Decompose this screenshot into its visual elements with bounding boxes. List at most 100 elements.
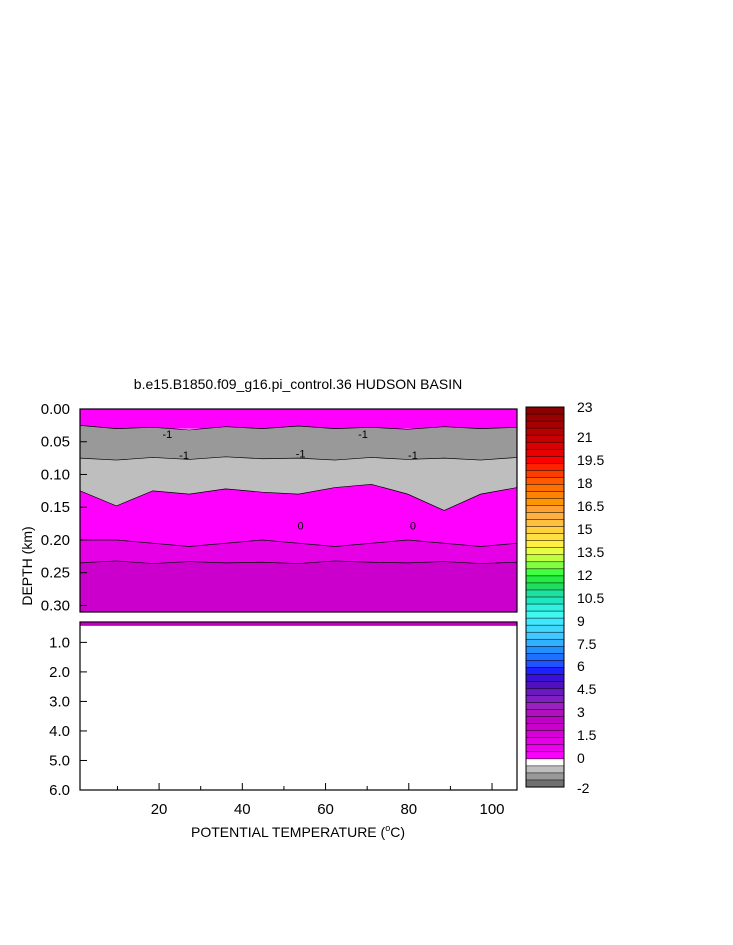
colorbar-box-19 — [525, 540, 565, 549]
upper-y-tick-label-1: 0.05 — [41, 434, 70, 451]
colorbar-box-7 — [525, 456, 565, 464]
band-0 — [80, 425, 517, 461]
colorbar-box-13 — [525, 498, 565, 507]
contour-label-0: -1 — [163, 429, 173, 441]
upper-panel-frame — [79, 408, 518, 613]
colorbar-label-4: 16.5 — [577, 498, 604, 514]
colorbar-label-9: 9 — [577, 613, 585, 629]
contour-label-1: -1 — [358, 429, 368, 441]
chart-title: b.e15.B1850.f09_g16.pi_control.36 HUDSON… — [134, 376, 462, 392]
upper-panel-contours — [79, 425, 518, 564]
colorbar-box-10 — [525, 477, 565, 485]
contour-label-6: 0 — [410, 521, 416, 533]
colorbar-box-51 — [525, 765, 565, 774]
band-2 — [80, 484, 517, 547]
colorbar-box-0 — [525, 406, 565, 415]
upper-y-tick-label-5: 0.25 — [41, 565, 70, 582]
colorbar-box-47 — [525, 737, 565, 746]
colorbar-box-53 — [525, 779, 565, 788]
colorbar-box-29 — [525, 610, 565, 619]
colorbar-box-27 — [525, 596, 565, 605]
x-axis: 20 40 60 80 100 — [116, 783, 505, 818]
colorbar-label-2: 19.5 — [577, 452, 604, 468]
colorbar-box-16 — [525, 519, 565, 528]
upper-panel-contour-labels: -1 -1 -1 -1 -1 0 0 — [163, 429, 418, 533]
colorbar-box-45 — [525, 723, 565, 732]
colorbar-box-25 — [525, 582, 565, 591]
colorbar-label-13: 3 — [577, 704, 585, 720]
colorbar-box-37 — [525, 667, 565, 675]
lower-panel-background — [80, 622, 517, 790]
colorbar-box-24 — [525, 575, 565, 584]
colorbar-label-16: -2 — [577, 780, 590, 796]
contour-line-3 — [80, 539, 518, 547]
colorbar-label-0: 23 — [577, 399, 593, 415]
colorbar-box-38 — [525, 674, 565, 682]
upper-y-axis: 0.00 0.05 0.10 0.15 0.20 0.25 0.30 — [41, 401, 87, 614]
lower-y-tick-label-5: 6.0 — [49, 782, 70, 799]
lower-y-tick-label-1: 2.0 — [49, 664, 70, 681]
colorbar-box-4 — [525, 434, 565, 443]
x-axis-label-main: POTENTIAL TEMPERATURE ( — [191, 824, 386, 840]
upper-panel: -1 -1 -1 -1 -1 0 0 0.00 0.05 0.10 0.15 0.20 0.25 0.3… — [41, 401, 518, 614]
colorbar-box-35 — [525, 653, 565, 661]
colorbar-box-50 — [525, 758, 565, 767]
colorbar-box-43 — [525, 709, 565, 718]
colorbar-box-44 — [525, 716, 565, 725]
colorbar-label-15: 0 — [577, 750, 585, 766]
upper-y-tick-label-0: 0.00 — [41, 401, 70, 418]
colorbar-labels: 23 21 19.5 18 16.5 15 13.5 12 10.5 9 7.5 6 4.5 3 1.5 0 -… — [577, 399, 604, 796]
lower-y-tick-label-2: 3.0 — [49, 693, 70, 710]
colorbar-label-5: 15 — [577, 521, 593, 537]
colorbar-box-12 — [525, 491, 565, 500]
colorbar-box-48 — [525, 744, 565, 753]
colorbar-label-1: 21 — [577, 429, 593, 445]
x-tick-label-1: 40 — [234, 801, 251, 818]
contour-line-4 — [79, 560, 518, 564]
contour-label-4: -1 — [408, 450, 418, 462]
colorbar-box-9 — [525, 470, 565, 478]
x-axis-label-end: C) — [390, 824, 405, 840]
colorbar-frame — [525, 406, 565, 788]
colorbar-box-11 — [525, 484, 565, 492]
colorbar-box-33 — [525, 638, 565, 647]
contour-line-1 — [79, 456, 518, 461]
upper-y-tick-label-3: 0.15 — [41, 499, 70, 516]
colorbar-box-36 — [525, 660, 565, 668]
band-3 — [80, 539, 517, 564]
colorbar — [525, 406, 565, 788]
colorbar-box-14 — [525, 505, 565, 514]
colorbar-box-34 — [525, 646, 565, 654]
x-tick-label-3: 80 — [400, 801, 417, 818]
colorbar-label-3: 18 — [577, 475, 593, 491]
lower-y-tick-label-4: 5.0 — [49, 752, 70, 769]
lower-y-axis: 1.0 2.0 3.0 4.0 5.0 6.0 — [49, 634, 87, 799]
colorbar-box-40 — [525, 688, 565, 697]
colorbar-label-14: 1.5 — [577, 727, 597, 743]
colorbar-box-42 — [525, 702, 565, 711]
colorbar-box-18 — [525, 533, 565, 542]
colorbar-box-46 — [525, 730, 565, 739]
x-tick-label-4: 100 — [480, 801, 505, 818]
colorbar-box-8 — [525, 463, 565, 471]
contour-label-2: -1 — [179, 450, 189, 462]
band-4 — [80, 560, 517, 612]
colorbar-box-21 — [525, 554, 565, 563]
contour-line-0 — [79, 425, 518, 431]
colorbar-label-10: 7.5 — [577, 636, 597, 652]
colorbar-box-15 — [525, 512, 565, 521]
colorbar-box-3 — [525, 427, 565, 436]
x-axis-label: POTENTIAL TEMPERATURE (oC) — [191, 823, 405, 840]
colorbar-box-31 — [525, 624, 565, 633]
colorbar-box-32 — [525, 631, 565, 640]
x-tick-label-0: 20 — [151, 801, 168, 818]
x-tick-label-2: 60 — [317, 801, 334, 818]
colorbar-box-17 — [525, 526, 565, 535]
colorbar-label-12: 4.5 — [577, 681, 597, 697]
x-axis-label-superscript: o — [385, 823, 390, 833]
lower-y-tick-label-0: 1.0 — [49, 634, 70, 651]
colorbar-box-5 — [525, 441, 565, 450]
colorbar-label-8: 10.5 — [577, 590, 604, 606]
lower-y-tick-label-3: 4.0 — [49, 723, 70, 740]
